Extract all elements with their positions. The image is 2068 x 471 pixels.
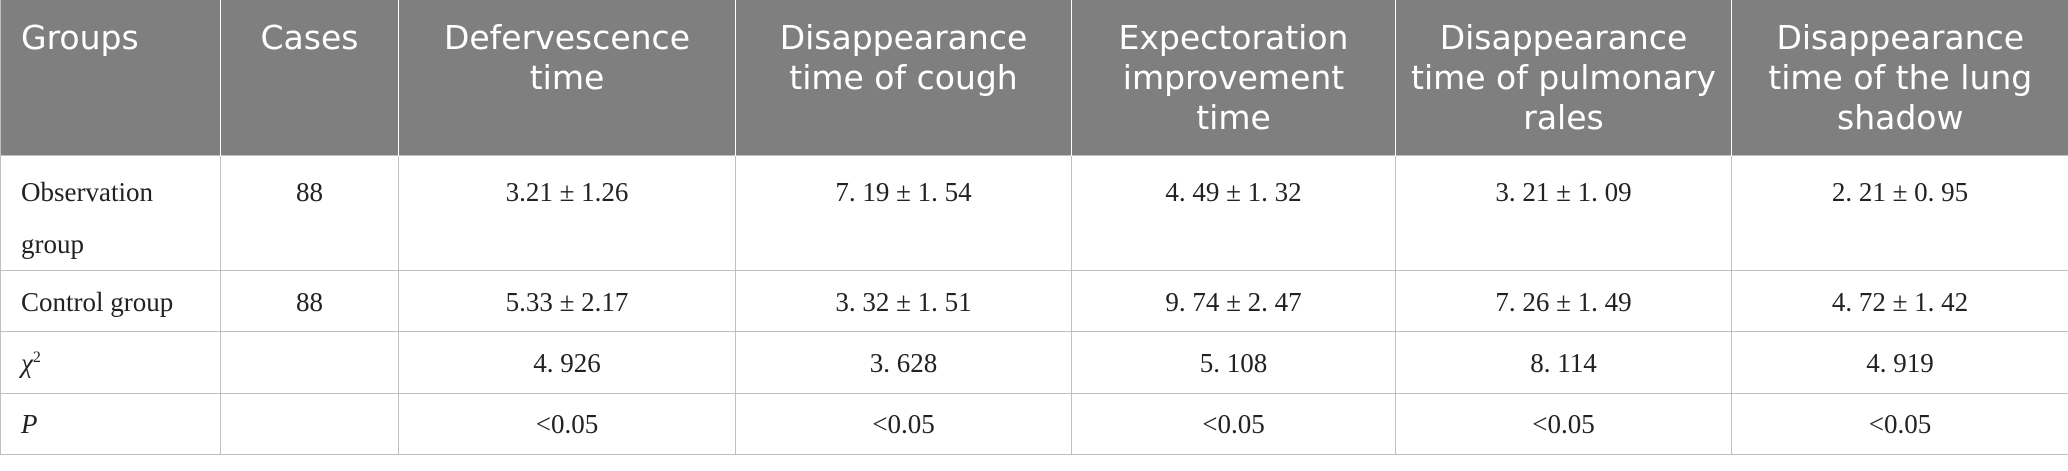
cell-cases: 88 — [220, 269, 399, 332]
cell-defervescence: 4. 926 — [398, 330, 736, 394]
cell-lung-shadow: 4. 72 ± 1. 42 — [1731, 269, 2068, 332]
cell-cases: 88 — [220, 154, 399, 271]
header-rales-time: Disappearance time of pulmonary rales — [1395, 0, 1732, 155]
cell-p-label: P — [0, 392, 221, 455]
cell-rales: <0.05 — [1395, 392, 1732, 455]
cell-expectoration: <0.05 — [1071, 392, 1396, 455]
header-cases: Cases — [220, 0, 399, 155]
cell-rales: 7. 26 ± 1. 49 — [1395, 269, 1732, 332]
table-header: Groups Cases Defervescence time Disappea… — [0, 0, 2068, 155]
table-body: Observation group 88 3.21 ± 1.26 7. 19 ±… — [0, 154, 2068, 455]
cell-expectoration: 9. 74 ± 2. 47 — [1071, 269, 1396, 332]
cell-defervescence: <0.05 — [398, 392, 736, 455]
chi-square-row: χ2 4. 926 3. 628 5. 108 8. 114 4. 919 — [0, 330, 2068, 394]
header-defervescence-time: Defervescence time — [398, 0, 736, 155]
cell-cough: 3. 32 ± 1. 51 — [735, 269, 1072, 332]
table-row: Observation group 88 3.21 ± 1.26 7. 19 ±… — [0, 154, 2068, 271]
header-expectoration-time: Expectoration improvement time — [1071, 0, 1396, 155]
p-value-row: P <0.05 <0.05 <0.05 <0.05 <0.05 — [0, 392, 2068, 455]
table-row: Control group 88 5.33 ± 2.17 3. 32 ± 1. … — [0, 269, 2068, 332]
cell-lung-shadow: 4. 919 — [1731, 330, 2068, 394]
cell-cases — [220, 392, 399, 455]
header-cough-time: Disappearance time of cough — [735, 0, 1072, 155]
header-groups: Groups — [0, 0, 221, 155]
cell-group: Control group — [0, 269, 221, 332]
chi-symbol: χ — [21, 347, 33, 378]
cell-cough: 7. 19 ± 1. 54 — [735, 154, 1072, 271]
results-table: Groups Cases Defervescence time Disappea… — [0, 0, 2068, 455]
cell-chi-label: χ2 — [0, 330, 221, 394]
cell-rales: 3. 21 ± 1. 09 — [1395, 154, 1732, 271]
p-symbol: P — [21, 408, 38, 439]
header-row: Groups Cases Defervescence time Disappea… — [0, 0, 2068, 155]
cell-cough: <0.05 — [735, 392, 1072, 455]
cell-lung-shadow: <0.05 — [1731, 392, 2068, 455]
cell-group: Observation group — [0, 154, 221, 271]
cell-defervescence: 5.33 ± 2.17 — [398, 269, 736, 332]
cell-cases — [220, 330, 399, 394]
header-lung-shadow-time: Disappearance time of the lung shadow — [1731, 0, 2068, 155]
cell-defervescence: 3.21 ± 1.26 — [398, 154, 736, 271]
cell-expectoration: 5. 108 — [1071, 330, 1396, 394]
cell-lung-shadow: 2. 21 ± 0. 95 — [1731, 154, 2068, 271]
cell-rales: 8. 114 — [1395, 330, 1732, 394]
cell-cough: 3. 628 — [735, 330, 1072, 394]
cell-expectoration: 4. 49 ± 1. 32 — [1071, 154, 1396, 271]
chi-superscript: 2 — [32, 348, 41, 366]
